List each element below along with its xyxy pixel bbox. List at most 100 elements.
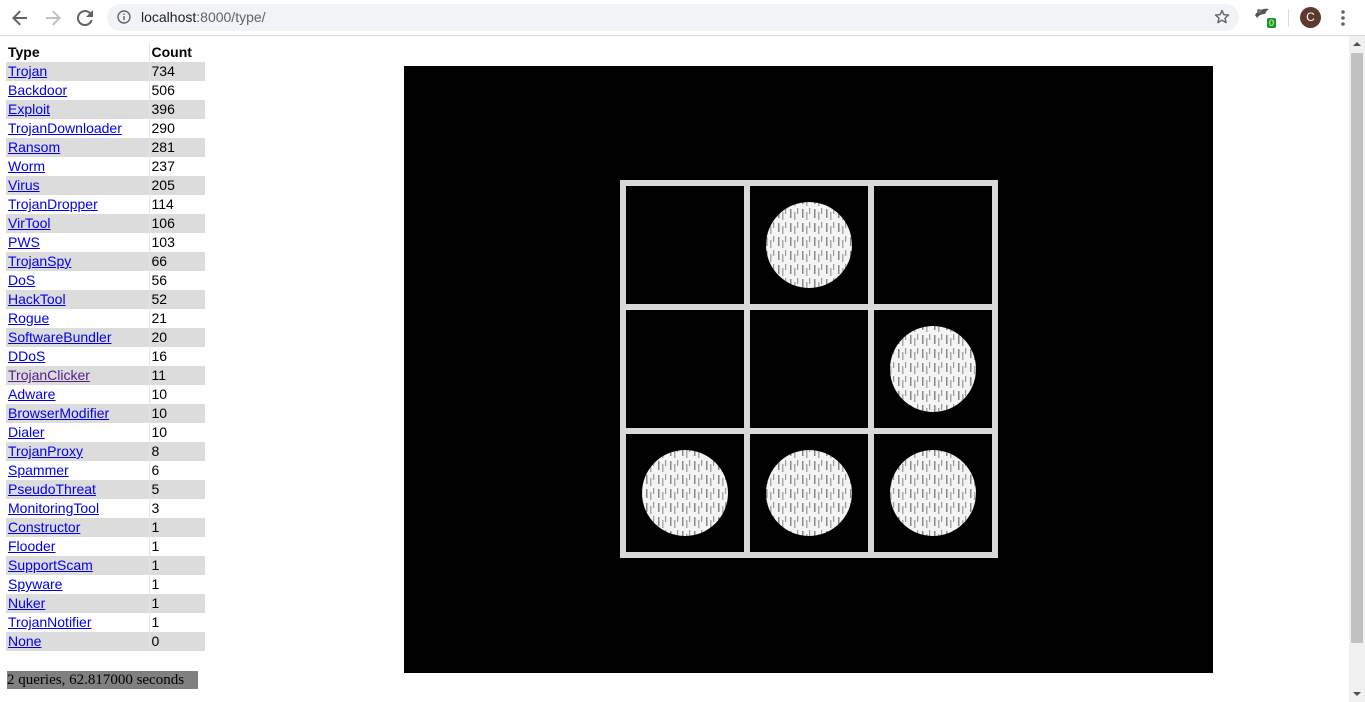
table-row: DDoS 16 [6,347,205,366]
glider-image [404,66,1213,673]
type-cell: SoftwareBundler [6,328,150,347]
grid-line-vertical [620,180,626,558]
scroll-down-arrow-icon[interactable] [1349,686,1365,702]
type-link[interactable]: TrojanClicker [8,367,90,383]
count-cell: 1 [151,576,160,592]
menu-dots-icon[interactable] [1335,8,1351,28]
count-cell: 1 [151,557,160,573]
type-cell: TrojanNotifier [6,613,150,632]
type-link[interactable]: VirTool [8,215,51,231]
count-cell: 103 [151,234,175,250]
type-link[interactable]: Exploit [8,101,51,117]
count-cell: 237 [151,158,175,174]
table-row: PseudoThreat 5 [6,480,205,499]
type-link[interactable]: TrojanDownloader [8,120,122,136]
scroll-up-arrow-icon[interactable] [1349,36,1365,52]
type-link[interactable]: Flooder [8,538,56,554]
extension-button[interactable]: 0 [1253,6,1277,30]
type-link[interactable]: Adware [8,386,56,402]
type-link[interactable]: DDoS [8,348,46,364]
forward-button[interactable] [41,6,65,30]
count-cell: 114 [151,196,174,212]
count-cell: 281 [151,139,175,155]
table-row: TrojanDownloader 290 [6,119,205,138]
count-cell: 1 [151,538,160,554]
type-link[interactable]: BrowserModifier [8,405,110,421]
table-row: Backdoor 506 [6,81,205,100]
forward-arrow-icon [46,10,61,26]
type-cell: PseudoThreat [6,480,150,499]
profile-avatar[interactable]: C [1300,7,1321,28]
type-cell: Flooder [6,537,150,556]
count-cell: 10 [151,424,168,440]
type-link[interactable]: Rogue [8,310,50,326]
table-row: Spammer 6 [6,461,205,480]
grid-line-horizontal [620,180,998,186]
count-cell: 20 [151,329,168,345]
extension-icon [1255,8,1269,18]
type-link[interactable]: Backdoor [8,82,68,98]
type-link[interactable]: TrojanSpy [8,253,72,269]
type-cell: Virus [6,176,150,195]
type-cell: HackTool [6,290,150,309]
type-link[interactable]: TrojanProxy [8,443,83,459]
type-link[interactable]: SoftwareBundler [8,329,112,345]
glider-dot [642,450,728,536]
table-body: Trojan 734 Backdoor 506 Exploit 396 TrojanDown… [6,62,205,651]
type-link[interactable]: Nuker [8,595,46,611]
type-cell: Exploit [6,100,150,119]
type-link[interactable]: MonitoringTool [8,500,100,516]
url-path: :8000/type/ [196,9,266,25]
type-cell: Rogue [6,309,150,328]
vertical-scrollbar[interactable] [1349,36,1365,702]
type-link[interactable]: PseudoThreat [8,481,96,497]
table-row: TrojanProxy 8 [6,442,205,461]
grid-line-horizontal [620,428,998,434]
reload-button[interactable] [73,6,97,30]
query-stats: 2 queries, 62.817000 seconds [7,671,198,689]
type-cell: MonitoringTool [6,499,150,518]
count-cell: 1 [151,519,160,535]
type-link[interactable]: PWS [8,234,40,250]
count-cell: 1 [151,595,160,611]
address-bar[interactable]: localhost:8000/type/ [107,4,1239,31]
type-link[interactable]: None [8,633,42,649]
type-link[interactable]: Spammer [8,462,69,478]
table-row: TrojanDropper 114 [6,195,205,214]
type-link[interactable]: Worm [8,158,46,174]
reload-icon [77,10,93,26]
count-column-header: Count [151,44,192,60]
type-link[interactable]: TrojanNotifier [8,614,92,630]
count-cell: 52 [151,291,168,307]
scroll-thumb[interactable] [1351,53,1363,643]
type-cell: Nuker [6,594,150,613]
type-link[interactable]: HackTool [8,291,66,307]
type-link[interactable]: Constructor [8,519,81,535]
table-row: Constructor 1 [6,518,205,537]
type-link[interactable]: Trojan [8,63,48,79]
type-link[interactable]: DoS [8,272,36,288]
url-text: localhost:8000/type/ [141,9,266,25]
type-link[interactable]: TrojanDropper [8,196,98,212]
count-cell: 21 [151,310,168,326]
info-icon[interactable] [117,10,131,24]
back-button[interactable] [8,6,32,30]
count-cell: 290 [151,120,175,136]
extension-badge: 0 [1267,18,1277,28]
glider-dot [890,450,976,536]
type-cell: DoS [6,271,150,290]
type-cell: Trojan [6,62,150,81]
type-column-header: Type [6,43,150,62]
table-row: TrojanSpy 66 [6,252,205,271]
count-cell: 66 [151,253,168,269]
type-link[interactable]: Spyware [8,576,63,592]
type-link[interactable]: SupportScam [8,557,93,573]
table-header-row: Type Count [6,43,205,62]
type-link[interactable]: Virus [8,177,40,193]
count-cell: 56 [151,272,168,288]
type-link[interactable]: Ransom [8,139,61,155]
count-cell: 10 [151,405,168,421]
table-row: TrojanClicker 11 [6,366,205,385]
bookmark-star-icon[interactable] [1214,9,1230,25]
type-link[interactable]: Dialer [8,424,45,440]
